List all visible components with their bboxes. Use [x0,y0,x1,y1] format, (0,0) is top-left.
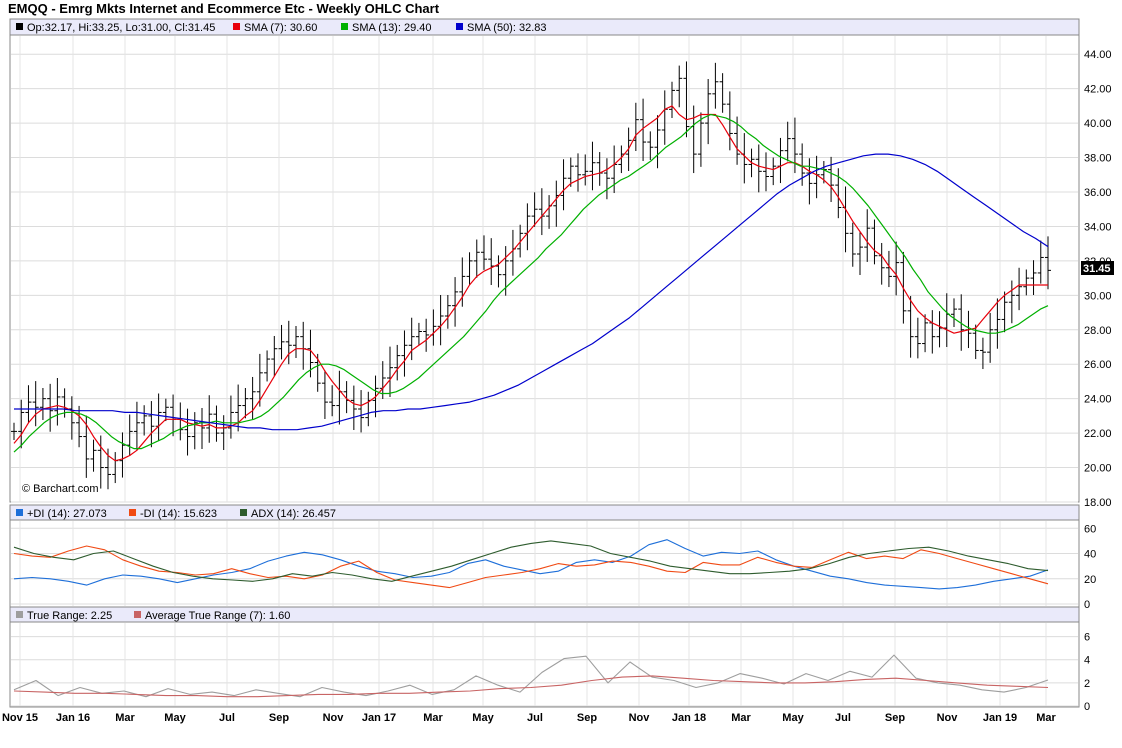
x-tick-label: Sep [885,712,905,724]
dmi-tick-label: 0 [1084,599,1090,611]
dmi-line [13,539,1049,590]
price-tick-label: 22.00 [1084,428,1112,440]
atr-tick-label: 2 [1084,678,1090,690]
x-tick-label: Nov [937,712,959,724]
atr-line [13,654,1049,698]
legend-plus-di: +DI (14): 27.073 [27,508,107,520]
x-tick-label: Nov [323,712,345,724]
price-tick-label: 44.00 [1084,49,1112,61]
x-tick-label: Nov 15 [2,712,38,724]
x-tick-label: Sep [269,712,289,724]
dmi-panel: 0 20 40 60 +DI (14): 27.073 -DI (14): 15.62… [9,504,1096,611]
legend-swatch-ohlc [16,23,23,30]
price-tick-label: 34.00 [1084,221,1112,233]
x-tick-label: Jul [835,712,851,724]
legend-swatch-plus-di [16,509,23,516]
legend-swatch-sma50 [456,23,463,30]
legend-sma7: SMA (7): 30.60 [244,22,317,34]
price-legend-bar [9,18,1080,36]
x-tick-label: May [782,712,804,724]
price-tick-label: 26.00 [1084,359,1112,371]
barchart-watermark: © Barchart.com [22,483,99,495]
dmi-lines [13,539,1049,590]
price-tick-label: 28.00 [1084,325,1112,337]
legend-minus-di: -DI (14): 15.623 [140,508,217,520]
price-tick-label: 42.00 [1084,84,1112,96]
atr-legend: True Range: 2.25 Average True Range (7):… [16,610,290,622]
moving-average-lines [13,105,1049,462]
legend-sma13: SMA (13): 29.40 [352,22,432,34]
price-tick-label: 24.00 [1084,394,1112,406]
price-tick-label: 40.00 [1084,118,1112,130]
legend-swatch-sma13 [341,23,348,30]
price-tick-label: 18.00 [1084,497,1112,509]
legend-swatch-atr [134,611,141,618]
last-price-label: 31.45 [1083,263,1111,275]
dmi-tick-label: 60 [1084,523,1096,535]
sma-line [14,153,1049,431]
ohlc-bars [11,61,1051,490]
x-tick-label: Jul [219,712,235,724]
price-tick-label: 38.00 [1084,153,1112,165]
legend-ohlc: Op:32.17, Hi:33.25, Lo:31.00, Cl:31.45 [27,22,215,34]
dmi-grid [11,521,1078,606]
price-legend: Op:32.17, Hi:33.25, Lo:31.00, Cl:31.45 S… [16,22,547,34]
price-panel: 18.0020.0022.0024.0026.0028.0030.0032.00… [9,18,1114,509]
x-tick-label: Jan 19 [983,712,1017,724]
price-grid [11,36,1078,503]
sma-line [13,105,1048,462]
legend-swatch-adx [240,509,247,516]
atr-line [13,675,1049,698]
x-tick-label: May [164,712,186,724]
atr-panel: 0 2 4 6 True Range: 2.25 Average True Range… [9,606,1090,713]
x-tick-label: Mar [731,712,751,724]
legend-sma50: SMA (50): 32.83 [467,22,547,34]
atr-tick-label: 0 [1084,701,1090,713]
x-axis: Nov 15 Jan 16 Mar May Jul Sep Nov Jan 17 Mar May J… [2,712,1057,724]
atr-tick-label: 6 [1084,632,1090,644]
x-tick-label: Jan 17 [362,712,396,724]
x-tick-label: May [472,712,494,724]
dmi-line [13,545,1049,589]
dmi-y-axis: 0 20 40 60 [1084,523,1096,611]
atr-panel-frame [9,606,1080,708]
last-price-badge [1081,261,1114,275]
x-tick-label: Jul [527,712,543,724]
x-tick-label: Sep [577,712,597,724]
atr-y-axis: 0 2 4 6 [1084,632,1090,713]
atr-legend-bar [9,606,1080,623]
legend-swatch-true-range [16,611,23,618]
price-tick-label: 20.00 [1084,463,1112,475]
atr-tick-label: 4 [1084,655,1090,667]
dmi-panel-frame [9,504,1080,608]
legend-atr: Average True Range (7): 1.60 [145,610,290,622]
atr-lines [13,654,1049,698]
legend-swatch-sma7 [233,23,240,30]
chart-title: EMQQ - Emrg Mkts Internet and Ecommerce … [8,1,440,16]
x-tick-label: Nov [629,712,651,724]
dmi-tick-label: 20 [1084,574,1096,586]
x-tick-label: Mar [423,712,443,724]
legend-adx: ADX (14): 26.457 [251,508,336,520]
legend-swatch-minus-di [129,509,136,516]
price-tick-label: 30.00 [1084,290,1112,302]
atr-grid [11,623,1078,707]
sma-line [13,113,1049,453]
x-tick-label: Mar [1036,712,1056,724]
price-tick-label: 36.00 [1084,187,1112,199]
dmi-tick-label: 40 [1084,549,1096,561]
dmi-legend: +DI (14): 27.073 -DI (14): 15.623 ADX (1… [16,508,336,520]
x-tick-label: Jan 18 [672,712,706,724]
x-tick-label: Mar [115,712,135,724]
dmi-legend-bar [9,504,1080,521]
dmi-line [13,540,1049,582]
legend-true-range: True Range: 2.25 [27,610,112,622]
x-tick-label: Jan 16 [56,712,90,724]
price-y-axis: 18.0020.0022.0024.0026.0028.0030.0032.00… [1084,49,1112,509]
